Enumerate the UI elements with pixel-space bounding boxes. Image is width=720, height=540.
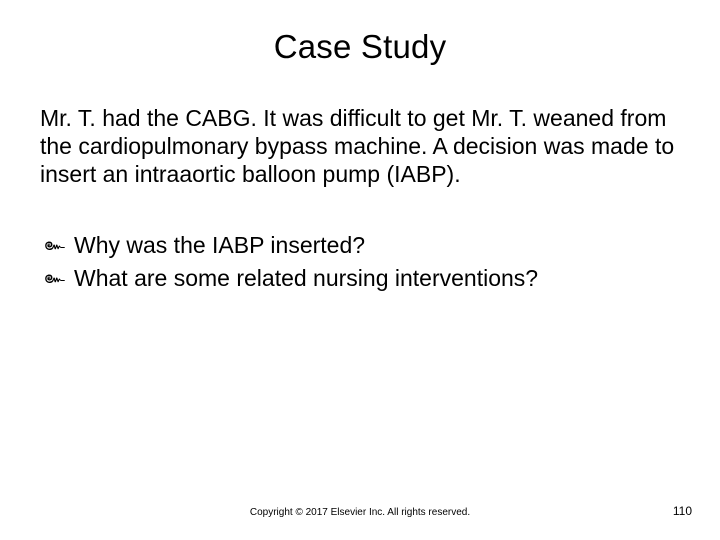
bullet-icon: ๛ [44,265,65,289]
bullet-list: ๛ Why was the IABP inserted? ๛ What are … [40,230,680,294]
slide-title: Case Study [40,28,680,66]
page-number: 110 [673,504,692,518]
bullet-text: What are some related nursing interventi… [74,265,538,291]
bullet-text: Why was the IABP inserted? [74,232,365,258]
copyright-text: Copyright © 2017 Elsevier Inc. All right… [0,507,720,518]
bullet-icon: ๛ [44,232,65,256]
footer: Copyright © 2017 Elsevier Inc. All right… [0,507,720,518]
list-item: ๛ Why was the IABP inserted? [40,230,680,261]
case-paragraph: Mr. T. had the CABG. It was difficult to… [40,104,680,188]
slide: Case Study Mr. T. had the CABG. It was d… [0,0,720,540]
list-item: ๛ What are some related nursing interven… [40,263,680,294]
